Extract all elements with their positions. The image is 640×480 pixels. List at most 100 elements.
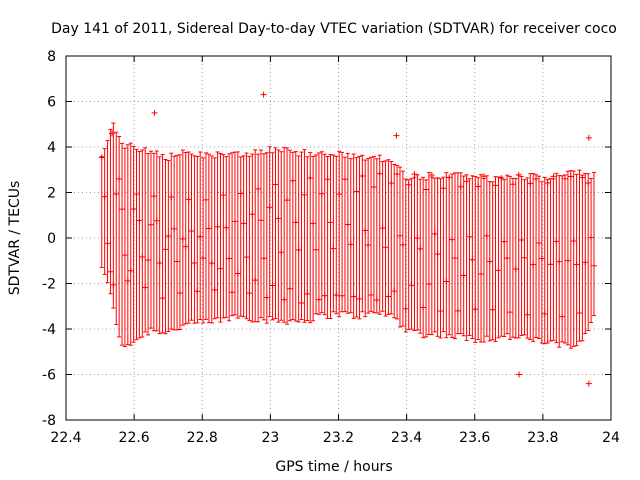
errorbar-point <box>202 152 209 320</box>
data-point-marker <box>249 211 256 218</box>
data-point-marker <box>347 241 354 248</box>
data-point-marker <box>130 205 137 212</box>
errorbar-point <box>153 150 160 332</box>
errorbar-point <box>562 174 569 344</box>
data-point-marker <box>341 176 348 183</box>
data-point-marker <box>373 297 380 304</box>
data-point-marker <box>208 260 215 267</box>
errorbar-point <box>304 156 311 321</box>
data-point-marker <box>359 173 366 180</box>
data-point-marker <box>321 292 328 299</box>
data-point-marker <box>394 171 401 178</box>
data-point-marker <box>556 258 563 265</box>
data-point-marker <box>579 174 586 181</box>
data-point-marker <box>339 292 346 299</box>
errorbar-point <box>530 173 537 342</box>
data-point-marker <box>515 171 522 178</box>
errorbar-point <box>315 152 322 315</box>
data-point-marker <box>509 181 516 188</box>
errorbar-point <box>368 156 375 312</box>
data-point-marker <box>214 223 221 230</box>
errorbar-point <box>533 174 540 338</box>
errorbar-point <box>559 175 566 343</box>
data-point-marker <box>286 285 293 292</box>
errorbar-point <box>460 175 467 337</box>
errorbar-point <box>472 175 479 344</box>
x-tick-label: 23 <box>261 430 279 446</box>
errorbar-point <box>220 154 227 319</box>
data-point-marker <box>466 233 473 240</box>
errorbar-point <box>136 151 143 339</box>
errorbar-point <box>440 176 447 333</box>
data-point-marker <box>289 177 296 184</box>
errorbar-point <box>249 153 256 323</box>
errorbar-point <box>324 156 331 319</box>
data-point-marker <box>353 188 360 195</box>
y-tick-label: -8 <box>42 413 56 429</box>
y-tick-labels: -8 -6 -4 -2 0 2 4 6 8 <box>42 49 56 429</box>
errorbar-point <box>284 147 291 325</box>
data-point-marker <box>229 289 236 296</box>
grid-lines <box>66 56 611 420</box>
errorbar-point <box>414 174 421 331</box>
data-point-marker <box>292 219 299 226</box>
data-point-marker <box>356 295 363 302</box>
data-point-marker <box>446 174 453 181</box>
data-point-marker <box>246 290 253 297</box>
errorbar-point <box>113 131 120 325</box>
errorbar-point <box>379 161 386 312</box>
data-point-marker <box>391 288 398 295</box>
errorbar-point <box>330 154 337 313</box>
errorbar-point <box>434 177 441 337</box>
errorbar-point <box>263 152 270 324</box>
data-point-marker <box>258 217 265 224</box>
errorbar-point <box>185 151 192 324</box>
errorbar-point <box>495 176 502 339</box>
data-point-marker <box>469 256 476 263</box>
outlier-point <box>585 134 592 141</box>
data-point-marker <box>301 191 308 198</box>
errorbar-point <box>258 149 265 319</box>
errorbar-point <box>269 152 276 321</box>
errorbar-point <box>165 160 172 332</box>
outlier-point <box>151 109 158 116</box>
errorbar-point <box>127 142 134 346</box>
errorbar-point <box>327 154 334 319</box>
errorbar-point <box>573 173 580 347</box>
errorbar-point <box>318 151 325 314</box>
data-point-marker <box>495 267 502 274</box>
data-point-marker <box>147 221 154 228</box>
data-point-marker <box>553 238 560 245</box>
data-point-marker <box>451 255 458 262</box>
errorbar-point <box>399 170 406 327</box>
errorbar-point <box>521 179 528 336</box>
outlier-point <box>516 371 523 378</box>
errorbar-point <box>582 172 589 334</box>
errorbar-point <box>585 173 592 332</box>
data-point-marker <box>588 234 595 241</box>
errorbar-point <box>475 177 482 341</box>
x-axis-label: GPS time / hours <box>275 459 392 475</box>
data-point-marker <box>573 261 580 268</box>
data-point-marker <box>411 171 418 178</box>
errorbar-point <box>234 151 241 319</box>
errorbar-point <box>469 175 476 339</box>
errorbar-point <box>431 177 438 333</box>
errorbar-point <box>504 174 511 335</box>
data-point-marker <box>576 310 583 317</box>
errorbar-point <box>176 154 183 331</box>
data-point-marker <box>176 289 183 296</box>
data-point-marker <box>518 236 525 243</box>
data-point-marker <box>327 219 334 226</box>
data-point-marker <box>370 183 377 190</box>
errorbar-point <box>272 147 279 320</box>
data-point-marker <box>336 191 343 198</box>
errorbar-point <box>133 148 140 341</box>
data-point-marker <box>559 313 566 320</box>
data-point-marker <box>295 246 302 253</box>
errorbar-point <box>376 154 383 315</box>
errorbar-point <box>564 170 571 346</box>
data-point-marker <box>234 270 241 277</box>
data-point-marker <box>205 225 212 232</box>
